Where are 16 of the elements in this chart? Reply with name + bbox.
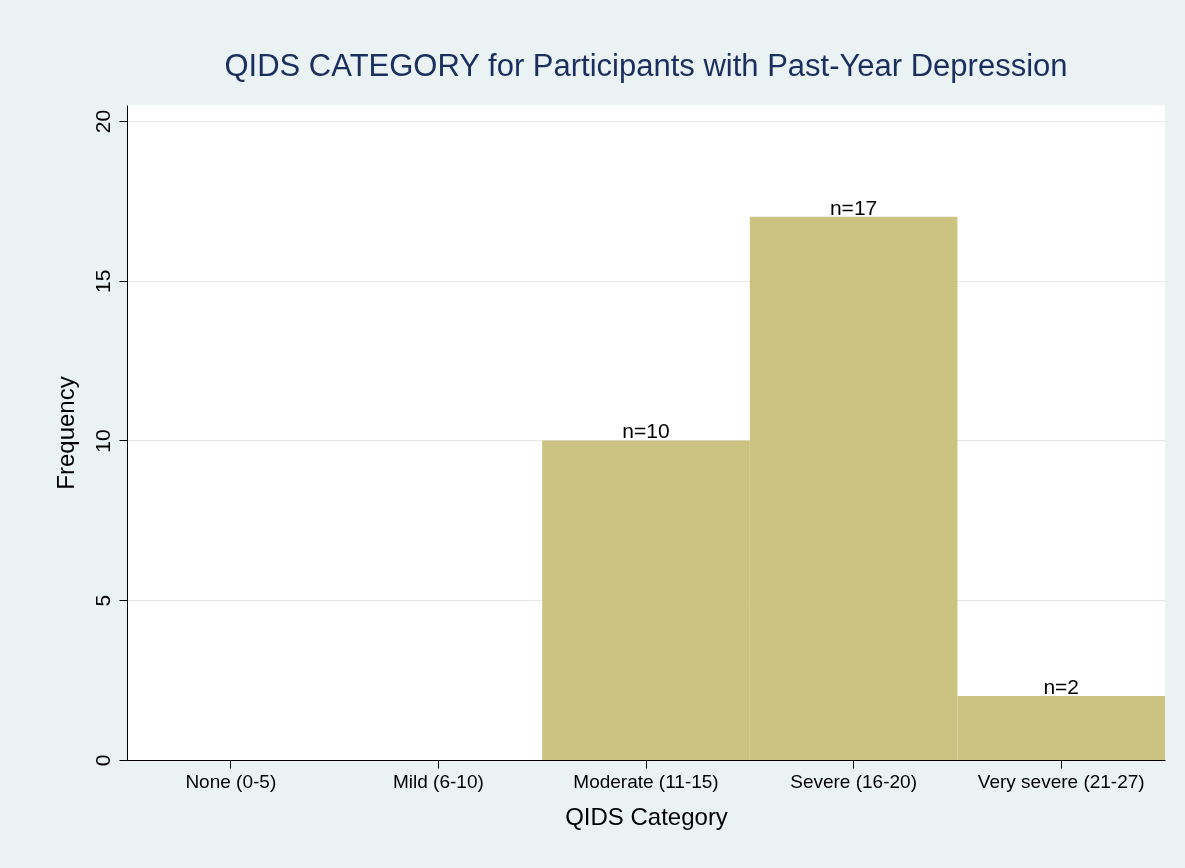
x-tick-label: Moderate (11-15) [573,770,719,792]
y-axis-title: Frequency [51,376,79,490]
y-tick-label: 10 [90,429,114,453]
x-tick-label: Mild (6-10) [392,770,484,792]
data-label: n=17 [829,195,878,219]
x-tick-label: Severe (16-20) [790,770,917,792]
x-axis-title: QIDS Category [565,802,728,830]
x-tick-label: Very severe (21-27) [977,770,1145,792]
data-label: n=2 [1043,675,1080,699]
chart-title: QIDS CATEGORY for Participants with Past-Year Depression [224,48,1068,83]
data-label: n=10 [622,419,670,443]
y-tick-label: 0 [90,754,114,767]
x-tick-label: None (0-5) [185,770,277,792]
y-tick-label: 15 [90,269,114,293]
y-tick-label: 5 [90,594,114,607]
y-tick-label: 20 [90,109,114,134]
